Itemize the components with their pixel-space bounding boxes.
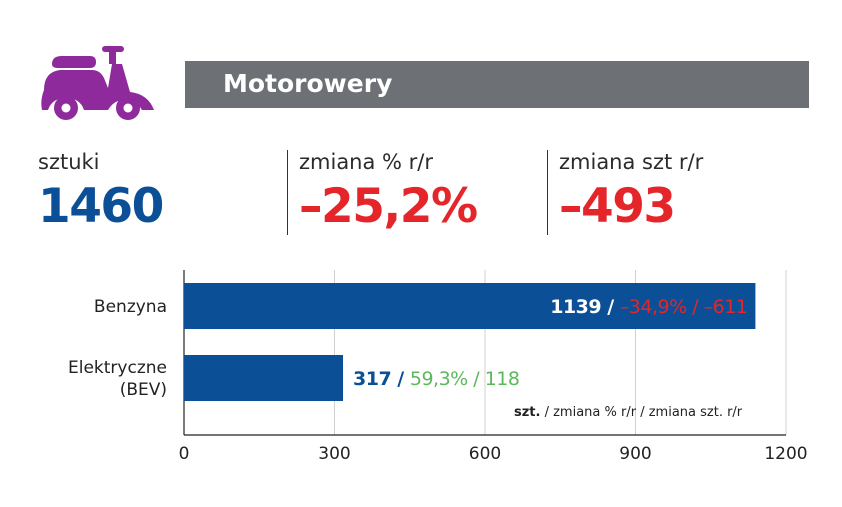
stat-divider bbox=[547, 150, 548, 235]
stat-change-pct-label: zmiana % r/r bbox=[299, 150, 434, 174]
x-tick-label: 0 bbox=[179, 444, 190, 464]
bar bbox=[184, 355, 344, 401]
x-tick-label: 300 bbox=[318, 444, 350, 464]
bar bbox=[184, 283, 756, 329]
data-label: 1139 / –34,9% / –611 bbox=[550, 296, 747, 318]
category-label: Benzyna bbox=[94, 297, 167, 317]
header-bar: Motorowery bbox=[185, 61, 809, 108]
x-tick-label: 1200 bbox=[764, 444, 807, 464]
stat-change-units-value: –493 bbox=[559, 179, 676, 234]
stat-change-units: zmiana szt r/r –493 bbox=[559, 150, 703, 234]
stat-change-pct: zmiana % r/r –25,2% bbox=[299, 150, 478, 234]
stat-divider bbox=[287, 150, 288, 235]
legend-note: szt. / zmiana % r/r / zmiana szt. r/r bbox=[514, 405, 743, 420]
stat-change-pct-value: –25,2% bbox=[299, 179, 478, 234]
stat-change-units-label: zmiana szt r/r bbox=[559, 150, 704, 174]
scooter-icon bbox=[38, 42, 160, 120]
stat-units-label: sztuki bbox=[38, 150, 100, 174]
page-title: Motorowery bbox=[223, 69, 393, 98]
x-tick-label: 600 bbox=[469, 444, 501, 464]
x-tick-label: 900 bbox=[619, 444, 651, 464]
data-label: 317 / 59,3% / 118 bbox=[353, 368, 519, 390]
stat-units: sztuki 1460 bbox=[38, 150, 164, 234]
stat-units-value: 1460 bbox=[38, 179, 164, 234]
category-label: Elektryczne (BEV) bbox=[68, 358, 167, 400]
